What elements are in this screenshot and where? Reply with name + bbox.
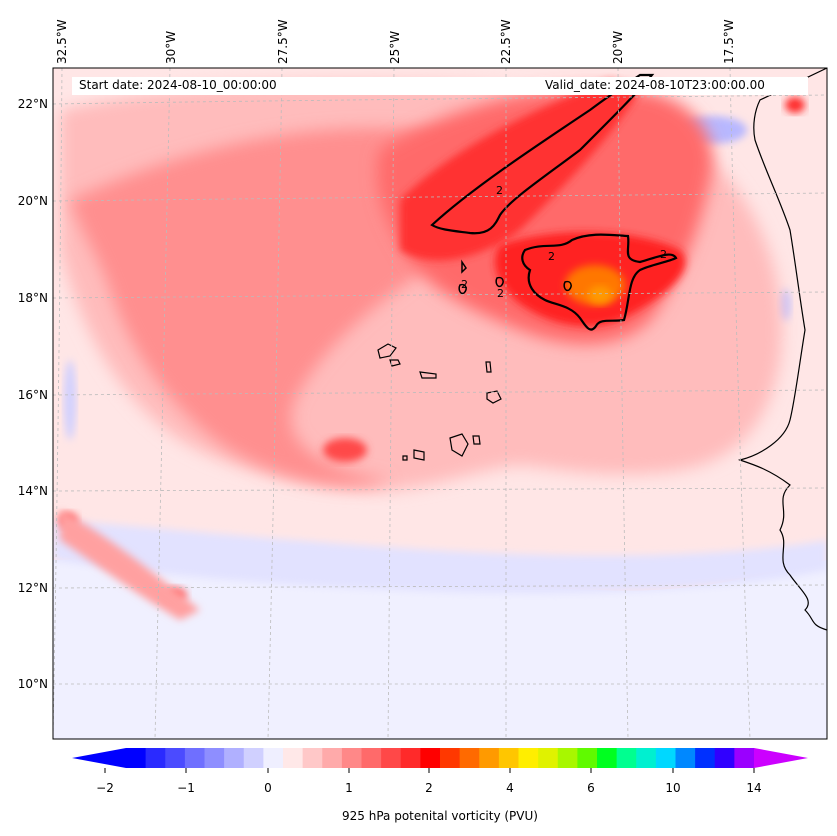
colorbar-segment [636,748,657,768]
lon-label-27-5w: 27.5°W [276,19,290,64]
colorbar-segment [420,748,441,768]
contour-small-2 [458,283,467,295]
field-orange-peak [588,286,612,304]
colorbar-tick-label: −2 [96,781,114,795]
contour-label-3: 2 [660,248,667,261]
colorbar-tick-marks [104,768,755,773]
lat-label-20n: 20°N [17,194,48,208]
colorbar-segment [498,748,520,768]
pv-field [53,68,827,739]
island-brava [402,455,408,461]
valid-date-text: Valid_date: 2024-08-10T23:00:00.00 [545,78,765,92]
lon-label-17-5w: 17.5°W [722,19,736,64]
colorbar-segment [538,748,559,768]
colorbar-segment [459,748,480,768]
colorbar-segment [302,748,323,768]
colorbar-tick-label: 14 [746,781,762,795]
lat-label-10n: 10°N [17,677,48,691]
colorbar-label: 925 hPa potenital vorticity (PVU) [342,809,538,823]
contour-2pvu-core [521,233,678,331]
colorbar-min-arrow [72,748,126,768]
field-red-spot-ne [785,97,805,113]
colorbar-tick-label: 10 [665,781,681,795]
island-santo-antao [377,343,397,359]
island-boa-vista [486,390,502,404]
colorbar-tick-label: −1 [177,781,195,795]
colorbar-segment [126,748,147,768]
colorbar-segment [577,748,598,768]
colorbar-max-arrow [754,748,808,768]
island-fogo [413,449,425,461]
contour-small-4 [563,280,572,292]
lon-label-20w: 20°W [611,30,625,64]
colorbar-tick-label: 2 [425,781,433,795]
lat-label-14n: 14°N [17,484,48,498]
lon-label-30w: 30°W [164,30,178,64]
colorbar [72,748,808,773]
lat-label-16n: 16°N [17,388,48,402]
contour-label-4: 2 [497,287,504,300]
island-sal [485,361,492,373]
lon-label-32-5w: 32.5°W [55,19,69,64]
colorbar-segment [224,748,245,768]
colorbar-segment [479,748,500,768]
colorbar-segment [184,748,206,768]
colorbar-segment [263,748,284,768]
colorbar-segment [341,748,363,768]
field-red-spot-sw [323,438,367,462]
colorbar-segment [597,748,618,768]
start-date-text: Start date: 2024-08-10_00:00:00 [79,78,277,92]
colorbar-segment [440,748,461,768]
header-bar [72,77,808,95]
field-blue-spot-e [779,289,791,321]
colorbar-segment [165,748,186,768]
lat-label-22n: 22°N [17,97,48,111]
island-santiago [449,433,469,457]
lon-label-22-5w: 22.5°W [499,19,513,64]
lon-label-25w: 25°W [388,30,402,64]
colorbar-segment [675,748,696,768]
colorbar-segment [714,748,735,768]
contour-small-3 [495,276,504,288]
colorbar-segment [145,748,166,768]
colorbar-segment [400,748,421,768]
colorbar-segment [243,748,264,768]
colorbar-segment [361,748,382,768]
colorbar-segment [322,748,343,768]
colorbar-tick-label: 6 [587,781,595,795]
field-blue-spot-w [64,360,76,440]
coastline-west-africa [737,68,827,631]
contour-label-1: 2 [496,184,503,197]
colorbar-segment [695,748,716,768]
lat-label-18n: 18°N [17,291,48,305]
lat-label-12n: 12°N [17,581,48,595]
colorbar-tick-label: 0 [264,781,272,795]
colorbar-segment [616,748,637,768]
field-blue-band [53,520,827,594]
field-red-jet [400,80,640,261]
field-pink-streak-sw [60,510,200,620]
contour-label-5: 2 [461,278,468,291]
colorbar-segment [734,748,755,768]
colorbar-segment [204,748,225,768]
colorbar-segment [518,748,539,768]
colorbar-segment [557,748,578,768]
contour-2pvu-jet [430,73,655,235]
contour-small-1 [461,259,467,274]
colorbar-tick-label: 4 [506,781,514,795]
colorbar-segment [283,748,304,768]
field-light-blue-south [53,559,827,739]
map-frame [52,67,828,740]
island-maio [472,435,481,445]
gridlines [53,68,827,739]
island-sao-nicolau [419,371,437,379]
colorbar-segment [655,748,677,768]
contour-label-2: 2 [548,250,555,263]
colorbar-segments [126,748,755,768]
colorbar-tick-label: 1 [345,781,353,795]
colorbar-segment [381,748,402,768]
